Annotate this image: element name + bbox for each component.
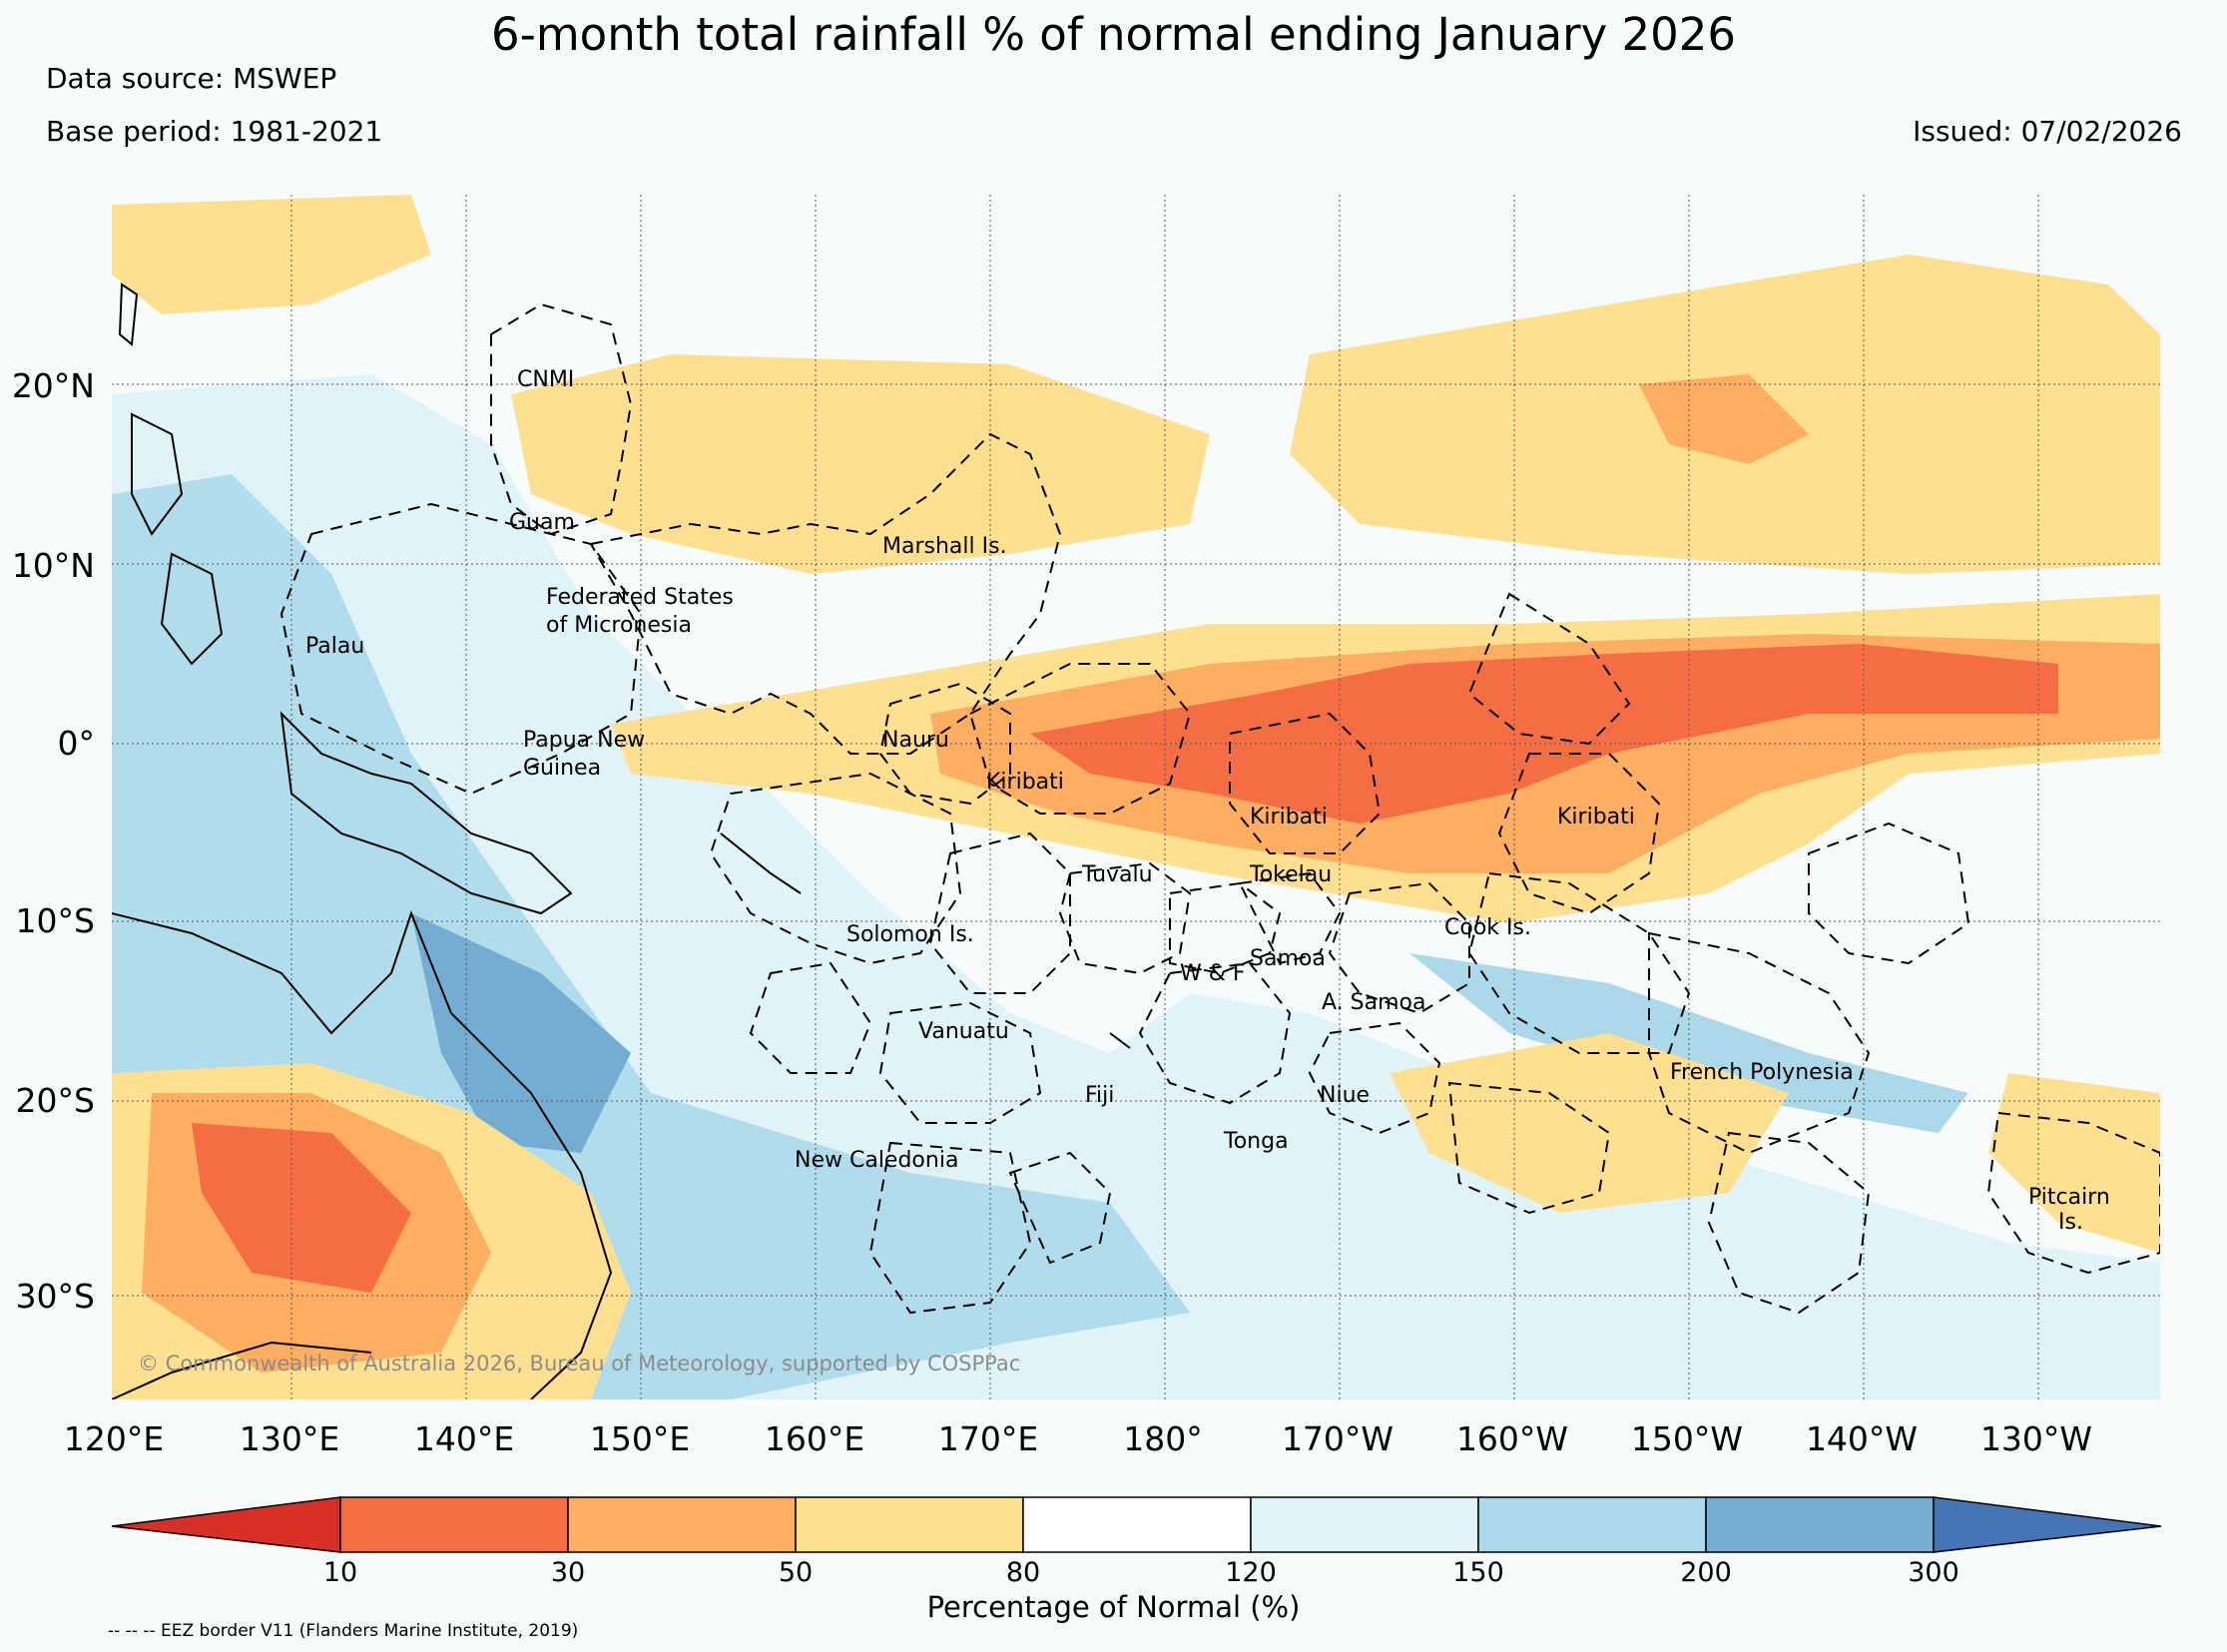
colorbar-tick-300: 300 [1908, 1557, 1959, 1588]
dry-hawaii [1639, 374, 1809, 464]
label-new-caledonia: New Caledonia [795, 1148, 958, 1173]
lon-label-170e: 170°E [937, 1419, 1039, 1458]
lon-label-170w: 170°W [1281, 1419, 1394, 1458]
lat-label-10s: 10°S [15, 901, 95, 940]
data-source-label: Data source: MSWEP [46, 62, 337, 95]
lat-label-30s: 30°S [15, 1277, 95, 1316]
lat-label-20s: 20°S [15, 1081, 95, 1120]
dry-top-left [112, 195, 431, 314]
label-fsm-1: Federated States [546, 585, 734, 610]
copyright-notice: © Commonwealth of Australia 2026, Bureau… [138, 1352, 1021, 1376]
colorbar-tick-80: 80 [1005, 1557, 1041, 1588]
colorbar-tick-50: 50 [778, 1557, 814, 1588]
eez-borders [279, 302, 2160, 1315]
label-nauru: Nauru [882, 728, 949, 753]
label-marshall: Marshall Is. [882, 534, 1007, 559]
label-kiribati-central: Kiribati [1250, 805, 1328, 829]
colorbar-tick-120: 120 [1225, 1557, 1277, 1588]
label-vanuatu: Vanuatu [918, 1019, 1009, 1044]
very-dry-equatorial [1030, 644, 2058, 824]
label-wallis-futuna: W & F [1180, 961, 1246, 986]
colorbar-segment-10-30 [339, 1496, 569, 1553]
label-pitcairn-1: Pitcairn [2028, 1185, 2110, 1210]
label-guam: Guam [509, 510, 575, 535]
colorbar-segment-30-50 [567, 1496, 797, 1553]
label-american-samoa: A. Samoa [1322, 990, 1425, 1015]
label-kiribati-east: Kiribati [1557, 805, 1635, 829]
colorbar-tick-200: 200 [1680, 1557, 1732, 1588]
colorbar-tick-30: 30 [550, 1557, 586, 1588]
colorbar-segment-50-80 [795, 1496, 1024, 1553]
colorbar-tick-150: 150 [1452, 1557, 1504, 1588]
label-cnmi: CNMI [517, 367, 574, 392]
label-kiribati-west: Kiribati [986, 770, 1064, 795]
colorbar-segment-150-200 [1477, 1496, 1707, 1553]
rainfall-map-svg: CNMI Guam Marshall Is. Federated States … [112, 195, 2160, 1399]
lon-label-120e: 120°E [63, 1419, 165, 1458]
label-tokelau: Tokelau [1249, 862, 1332, 887]
label-png-1: Papua New [523, 728, 645, 753]
label-tonga: Tonga [1223, 1129, 1289, 1154]
colorbar-tick-10: 10 [322, 1557, 358, 1588]
colorbar-label: Percentage of Normal (%) [926, 1590, 1301, 1624]
graticule [112, 195, 2160, 1399]
dry-marshall [511, 354, 1210, 574]
label-tuvalu: Tuvalu [1081, 862, 1153, 887]
label-fiji: Fiji [1085, 1083, 1114, 1108]
dry-pitcairn [1988, 1073, 2160, 1253]
lon-label-140w: 140°W [1805, 1419, 1919, 1458]
label-fsm-2: of Micronesia [546, 613, 692, 638]
rainfall-map[interactable]: CNMI Guam Marshall Is. Federated States … [112, 195, 2160, 1399]
lon-label-150e: 150°E [589, 1419, 691, 1458]
lon-label-180: 180° [1123, 1419, 1203, 1458]
label-cook: Cook Is. [1444, 915, 1531, 940]
lon-label-130w: 130°W [1979, 1419, 2093, 1458]
label-pitcairn-2: Is. [2058, 1210, 2083, 1235]
label-samoa: Samoa [1250, 946, 1326, 971]
colorbar-high-extension [1933, 1496, 2162, 1553]
lon-label-160w: 160°W [1455, 1419, 1569, 1458]
colorbar [0, 1487, 2227, 1561]
colorbar-segment-120-150 [1250, 1496, 1479, 1553]
very-dry-australia [192, 1123, 411, 1293]
eez-legend-note: -- -- -- EEZ border V11 (Flanders Marine… [108, 1621, 579, 1641]
label-png-2: Guinea [523, 756, 601, 781]
lon-label-130e: 130°E [239, 1419, 340, 1458]
label-niue: Niue [1320, 1083, 1370, 1108]
lon-label-150w: 150°W [1630, 1419, 1744, 1458]
colorbar-segment-200-300 [1705, 1496, 1935, 1553]
label-solomon: Solomon Is. [846, 922, 974, 947]
colorbar-segment-80-120 [1022, 1496, 1252, 1553]
page-title: 6-month total rainfall % of normal endin… [490, 8, 1737, 61]
lon-label-160e: 160°E [764, 1419, 865, 1458]
lon-label-140e: 140°E [413, 1419, 515, 1458]
lat-label-20n: 20°N [11, 366, 95, 405]
base-period-label: Base period: 1981-2021 [46, 115, 383, 148]
lat-label-eq: 0° [57, 724, 96, 763]
label-french-polynesia: French Polynesia [1670, 1060, 1854, 1085]
colorbar-low-extension [111, 1496, 341, 1553]
issued-date-label: Issued: 07/02/2026 [1913, 115, 2182, 148]
label-palau: Palau [305, 634, 364, 659]
coastlines [112, 282, 1131, 1399]
lat-label-10n: 10°N [11, 546, 95, 585]
